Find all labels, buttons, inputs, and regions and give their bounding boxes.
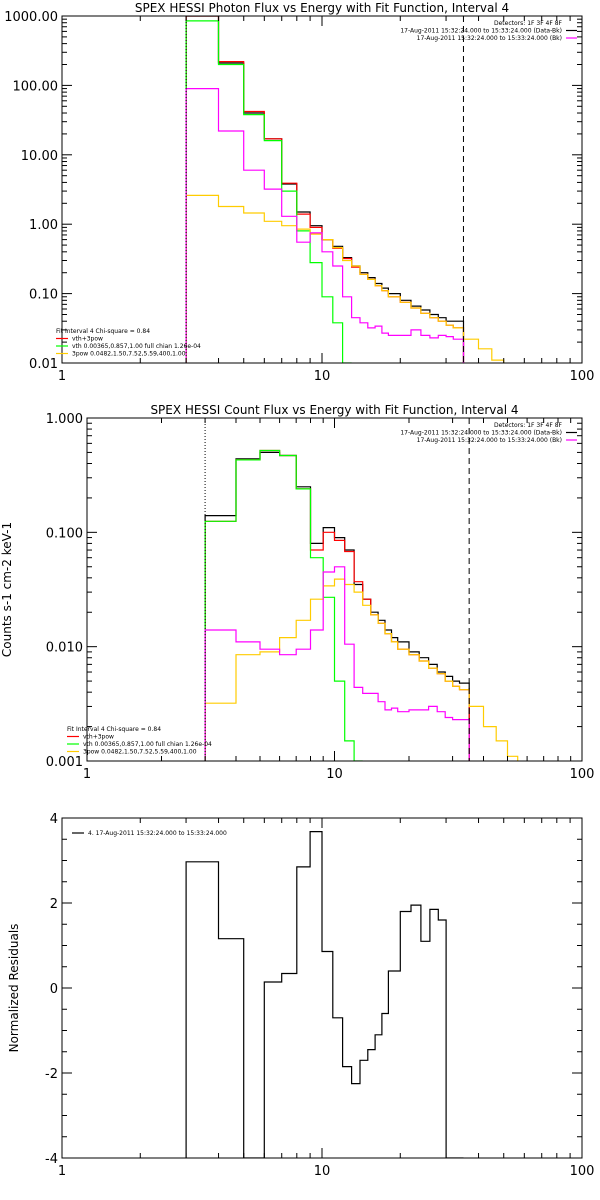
legend-text: 4. 17-Aug-2011 15:32:24.000 to 15:33:24.… <box>88 830 227 837</box>
y-tick-label: 0.100 <box>46 526 83 541</box>
x-tick-label: 100 <box>570 1164 595 1179</box>
y-tick-label: 100.00 <box>13 79 59 94</box>
legend-text: vth+3pow <box>72 336 103 343</box>
legend-text: Fit Interval 4 Chi-square = 0.84 <box>56 328 150 335</box>
legend-text: Fit Interval 4 Chi-square = 0.84 <box>67 726 161 733</box>
x-tick-label: 1 <box>58 1164 66 1179</box>
x-tick-label: 10 <box>326 767 343 782</box>
y-tick-label: 1000.00 <box>4 10 58 25</box>
series-line <box>185 20 352 363</box>
y-tick-label: 1.00 <box>29 218 58 233</box>
series-line <box>185 16 465 363</box>
series-line <box>204 578 528 761</box>
y-tick-label: 0 <box>50 982 58 997</box>
series-line <box>185 194 505 363</box>
y-tick-label: 2 <box>50 897 58 912</box>
legend-text: 17-Aug-2011 15:32:24.000 to 15:33:24.000… <box>417 437 562 444</box>
y-tick-label: 10.00 <box>21 149 58 164</box>
series-line <box>204 449 363 761</box>
series-line <box>204 451 470 761</box>
x-tick-label: 100 <box>570 767 595 782</box>
legend-text: 17-Aug-2011 15:32:24.000 to 15:33:24.000… <box>417 35 562 42</box>
legend-text: 17-Aug-2011 15:32:24.000 to 15:33:24.000… <box>400 28 562 35</box>
legend-text: Detectors: 1F 3F 4F 8F <box>494 20 563 27</box>
x-tick-label: 1 <box>83 767 91 782</box>
x-tick-label: 100 <box>570 369 595 384</box>
legend-text: vth+3pow <box>83 734 114 741</box>
series-line <box>185 831 464 1158</box>
legend-text: 3pow 0.0482,1.50,7.52,5.59,400,1.00 <box>83 749 197 756</box>
series-line <box>204 449 470 761</box>
y-tick-label: -2 <box>45 1067 58 1082</box>
legend-text: 3pow 0.0482,1.50,7.52,5.59,400,1.00 <box>72 351 186 358</box>
legend-text: vth 0.00365,0.857,1.00 full chian 1.26e-… <box>72 343 201 350</box>
y-tick-label: 1.000 <box>46 412 83 427</box>
y-tick-label: 0.001 <box>46 755 83 770</box>
chart-title: SPEX HESSI Photon Flux vs Energy with Fi… <box>135 1 509 15</box>
y-tick-label: 0.010 <box>46 641 83 656</box>
x-tick-label: 10 <box>314 1164 331 1179</box>
y-axis-label: Counts s-1 cm-2 keV-1 <box>0 522 14 657</box>
legend-text: Detectors: 1F 3F 4F 8F <box>494 422 563 429</box>
legend-text: vth 0.00365,0.857,1.00 full chian 1.26e-… <box>83 741 212 748</box>
y-axis-label: Normalized Residuals <box>7 924 21 1053</box>
series-line <box>204 566 485 761</box>
legend-text: 17-Aug-2011 15:32:24.000 to 15:33:24.000… <box>400 430 562 437</box>
y-tick-label: 0.01 <box>29 357 58 372</box>
chart-title: SPEX HESSI Count Flux vs Energy with Fit… <box>150 403 518 417</box>
y-tick-label: 4 <box>50 812 58 827</box>
y-tick-label: -4 <box>45 1152 58 1167</box>
x-tick-label: 1 <box>58 369 66 384</box>
y-tick-label: 0.10 <box>29 288 58 303</box>
axes-frame <box>86 417 583 762</box>
series-line <box>185 88 480 363</box>
axes-frame <box>61 15 583 364</box>
x-tick-label: 10 <box>314 369 331 384</box>
series-line <box>185 16 465 363</box>
